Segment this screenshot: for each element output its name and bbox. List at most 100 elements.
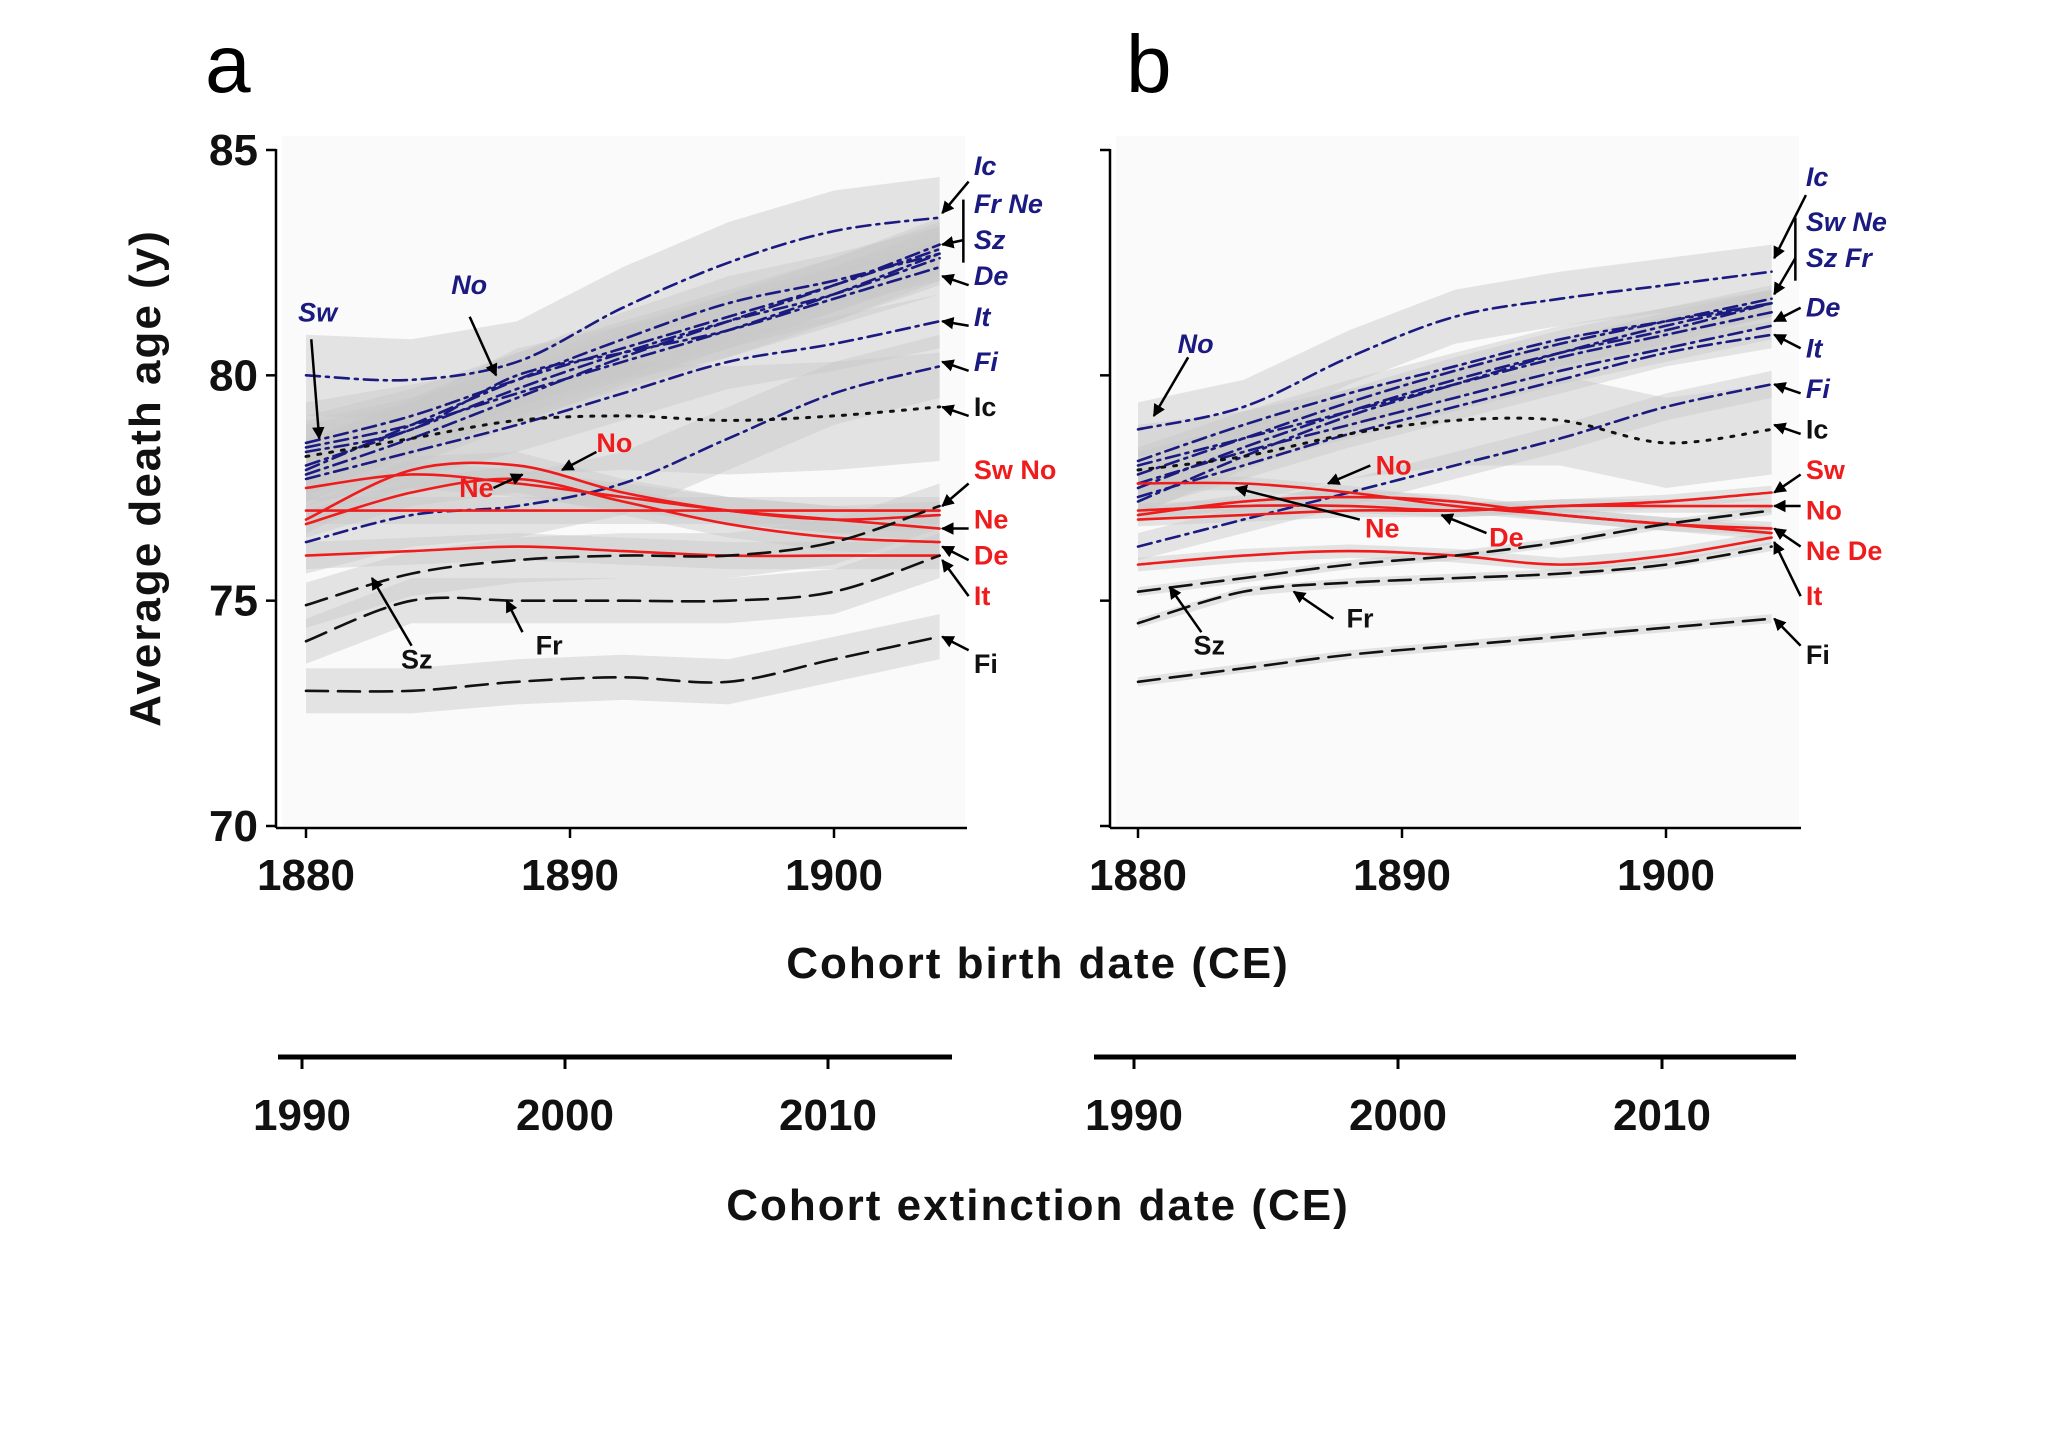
- annotation-arrow: [1292, 590, 1335, 620]
- series-annotation: Ne De: [1806, 536, 1883, 566]
- annotation-arrow: [941, 635, 970, 652]
- confidence-band-fr: [306, 217, 940, 502]
- x-axis-title-birth: Cohort birth date (CE): [786, 939, 1290, 988]
- annotation-arrow: [1773, 617, 1802, 647]
- series-annotation: De: [1489, 523, 1524, 553]
- annotation-arrow: [1440, 513, 1487, 535]
- annotation-arrow: [1773, 527, 1802, 548]
- chart-panel-a: 70 75 80 85 1880 1890 1900 1990 2000 2010 Ic Fr Ne S…: [209, 126, 1056, 1140]
- series-annotation: It: [974, 581, 991, 611]
- series-annotation: No: [596, 428, 632, 458]
- series-line-men-ic: [1136, 270, 1773, 431]
- series-annotation: Sw: [1806, 455, 1846, 485]
- series-line-men-it: [304, 319, 941, 481]
- series-line-black-fr: [1136, 545, 1773, 625]
- y-axis-title: Average death age (y): [121, 229, 170, 727]
- y-tick-label: 70: [209, 802, 258, 851]
- series-annotation: Ic: [974, 151, 997, 181]
- series-line-women-it: [304, 545, 941, 558]
- series-annotation: Ic: [1806, 414, 1829, 444]
- annotation-arrow: [941, 180, 970, 215]
- annotation-arrow: [1773, 473, 1802, 494]
- annotation-arrow: [941, 545, 970, 562]
- annotation-arrow: [941, 273, 970, 287]
- confidence-band-no: [1138, 298, 1772, 479]
- confidence-band-it: [306, 294, 940, 507]
- confidence-band-ne: [1138, 289, 1772, 475]
- annotation-arrow: [1773, 333, 1802, 350]
- series-annotation: Fi: [1806, 374, 1830, 404]
- series-annotation: No: [451, 270, 487, 300]
- annotation-arrow: [1773, 422, 1802, 436]
- annotation-arrow: [1234, 484, 1361, 521]
- series-line-black-sz: [304, 504, 941, 607]
- annotation-arrow: [560, 450, 597, 472]
- series-annotation: De: [1806, 293, 1841, 323]
- annotation-arrow: [1773, 540, 1802, 597]
- series-annotation: Sw: [298, 297, 339, 327]
- series-line-men-sw: [1136, 297, 1773, 476]
- annotation-arrow: [1326, 464, 1371, 485]
- annotation-arrow: [1773, 194, 1808, 260]
- annotation-arrow: [492, 473, 524, 490]
- confidence-band-ic: [306, 352, 940, 511]
- annotation-arrow: [1773, 382, 1802, 395]
- series-annotation: No: [1178, 329, 1214, 359]
- series-line-men-de: [1136, 324, 1773, 485]
- annotation-arrow: [468, 316, 498, 377]
- series-annotation: Fr: [536, 631, 563, 661]
- series-line-men-fi: [1136, 383, 1773, 548]
- y-tick-label: 80: [209, 351, 258, 400]
- confidence-band-fr: [1138, 289, 1772, 516]
- series-annotation: No: [1806, 496, 1842, 526]
- series-annotation: It: [1806, 581, 1823, 611]
- annotation-arrow: [941, 359, 970, 373]
- extinction-tick-label: 2010: [1613, 1091, 1711, 1140]
- series-line-black-fr: [304, 554, 941, 643]
- series-line-men-sz: [1136, 301, 1773, 490]
- series-annotation: De: [974, 541, 1009, 571]
- series-annotation: It: [974, 302, 992, 332]
- series-annotation: It: [1806, 333, 1824, 363]
- series-line-men-ic: [304, 216, 941, 382]
- series-annotation: Fr Ne: [974, 189, 1043, 219]
- panel-letter-a: a: [205, 19, 251, 110]
- confidence-band-ic: [1138, 244, 1772, 457]
- series-annotation: Fi: [974, 649, 998, 679]
- series-annotation: Ic: [974, 392, 997, 422]
- confidence-band-de: [1138, 312, 1772, 498]
- series-line-black-sz: [1136, 509, 1773, 593]
- series-line-men-fi: [304, 365, 941, 544]
- x-tick-label: 1900: [785, 851, 883, 900]
- series-line-men-sw: [304, 252, 941, 449]
- extinction-tick-label: 2000: [516, 1091, 614, 1140]
- series-annotation: Fi: [1806, 640, 1830, 670]
- series-line-women-no: [1136, 504, 1773, 512]
- x-tick-label: 1880: [257, 851, 355, 900]
- x-tick-label: 1890: [1353, 851, 1451, 900]
- series-line-black-fi: [304, 635, 941, 693]
- annotation-arrow: [1168, 586, 1203, 633]
- plot-area: [282, 136, 965, 826]
- annotation-arrow: [370, 577, 413, 647]
- series-annotation: Fi: [974, 347, 998, 377]
- extinction-tick-label: 2010: [779, 1091, 877, 1140]
- confidence-band-fr: [306, 533, 940, 664]
- confidence-band-sw: [1138, 285, 1772, 488]
- series-annotation: No: [1376, 450, 1412, 480]
- series-line-women-ne: [304, 473, 941, 530]
- annotation-arrow: [941, 559, 970, 597]
- series-annotation: Ne: [459, 473, 494, 503]
- series-line-men-it: [1136, 333, 1773, 499]
- confidence-band-ic: [306, 177, 940, 421]
- extinction-tick-label: 1990: [1085, 1091, 1183, 1140]
- annotation-arrow: [941, 482, 970, 507]
- series-line-men-ne: [1136, 301, 1773, 463]
- series-line-men-no: [1136, 310, 1773, 467]
- series-annotation: Sz Fr: [1806, 243, 1874, 273]
- x-tick-label: 1900: [1617, 851, 1715, 900]
- series-annotation: Sw Ne: [1806, 207, 1887, 237]
- confidence-band-it: [1138, 321, 1772, 511]
- x-tick-label: 1890: [521, 851, 619, 900]
- annotation-arrow: [310, 339, 325, 440]
